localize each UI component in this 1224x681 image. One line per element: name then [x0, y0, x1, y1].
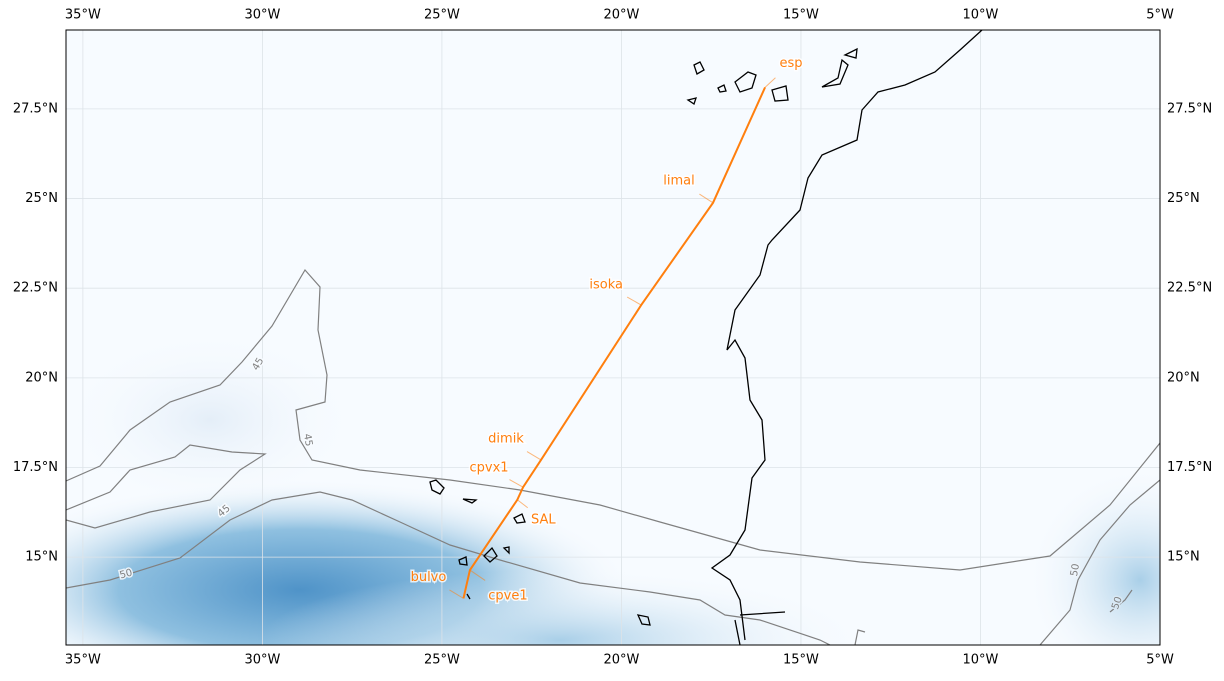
waypoint-label: cpve1 — [488, 589, 527, 604]
leader-line — [699, 193, 714, 204]
contour — [854, 589, 1133, 645]
waypoint-label: limal — [663, 173, 694, 188]
waypoint-label: cpvx1 — [470, 461, 509, 476]
contour-label: 50 — [119, 568, 134, 582]
contour-label: 50 — [1069, 563, 1082, 577]
y-tick-label: 17.5°N — [1167, 460, 1212, 475]
field-shade — [66, 330, 360, 510]
y-tick-label: 27.5°N — [1167, 101, 1212, 116]
waypoint-label: dimik — [488, 431, 524, 446]
y-tick-label: 15°N — [25, 550, 58, 565]
x-tick-label: 20°W — [603, 8, 639, 23]
y-tick-label: 20°N — [1167, 370, 1200, 385]
leader-line — [469, 569, 486, 581]
x-tick-label: 30°W — [244, 653, 280, 668]
island — [686, 47, 858, 106]
route — [462, 86, 766, 599]
x-tick-label: 25°W — [424, 653, 460, 668]
waypoint-label: isoka — [589, 278, 623, 293]
x-tick-label: 5°W — [1146, 653, 1174, 668]
leader-line — [764, 77, 776, 88]
contour — [66, 444, 267, 529]
x-tick-label: 25°W — [424, 8, 460, 23]
contour — [1039, 479, 1160, 645]
x-tick-label: 10°W — [963, 653, 999, 668]
waypoint-label: bulvo — [411, 570, 447, 585]
waypoint-label: SAL — [531, 512, 556, 527]
leader-line — [526, 451, 542, 461]
y-tick-label: 17.5°N — [13, 460, 58, 475]
contour — [66, 268, 1160, 571]
y-tick-label: 15°N — [1167, 550, 1200, 565]
leader-line — [449, 589, 464, 599]
contour-label: 45 — [301, 433, 314, 447]
x-tick-label: 35°W — [65, 653, 101, 668]
x-tick-label: 15°W — [783, 653, 819, 668]
x-tick-label: 10°W — [963, 8, 999, 23]
field-shade — [260, 570, 860, 645]
map-frame — [65, 29, 1161, 646]
coastline — [710, 30, 983, 641]
contour — [66, 491, 831, 645]
grid — [66, 30, 1160, 645]
y-tick-label: 22.5°N — [1167, 281, 1212, 296]
island — [429, 479, 786, 645]
y-tick-label: 22.5°N — [13, 281, 58, 296]
field — [66, 30, 1160, 645]
y-tick-label: 25°N — [1167, 191, 1200, 206]
x-tick-label: 30°W — [244, 8, 280, 23]
x-tick-label: 15°W — [783, 8, 819, 23]
leader-line — [517, 499, 529, 509]
leader-line — [626, 296, 642, 306]
x-tick-label: 20°W — [603, 653, 639, 668]
leader-line — [509, 479, 524, 488]
x-tick-label: 5°W — [1146, 8, 1174, 23]
waypoint-label: esp — [780, 56, 803, 71]
y-tick-label: 27.5°N — [13, 101, 58, 116]
y-tick-label: 25°N — [25, 191, 58, 206]
y-tick-label: 20°N — [25, 370, 58, 385]
x-tick-label: 35°W — [65, 8, 101, 23]
